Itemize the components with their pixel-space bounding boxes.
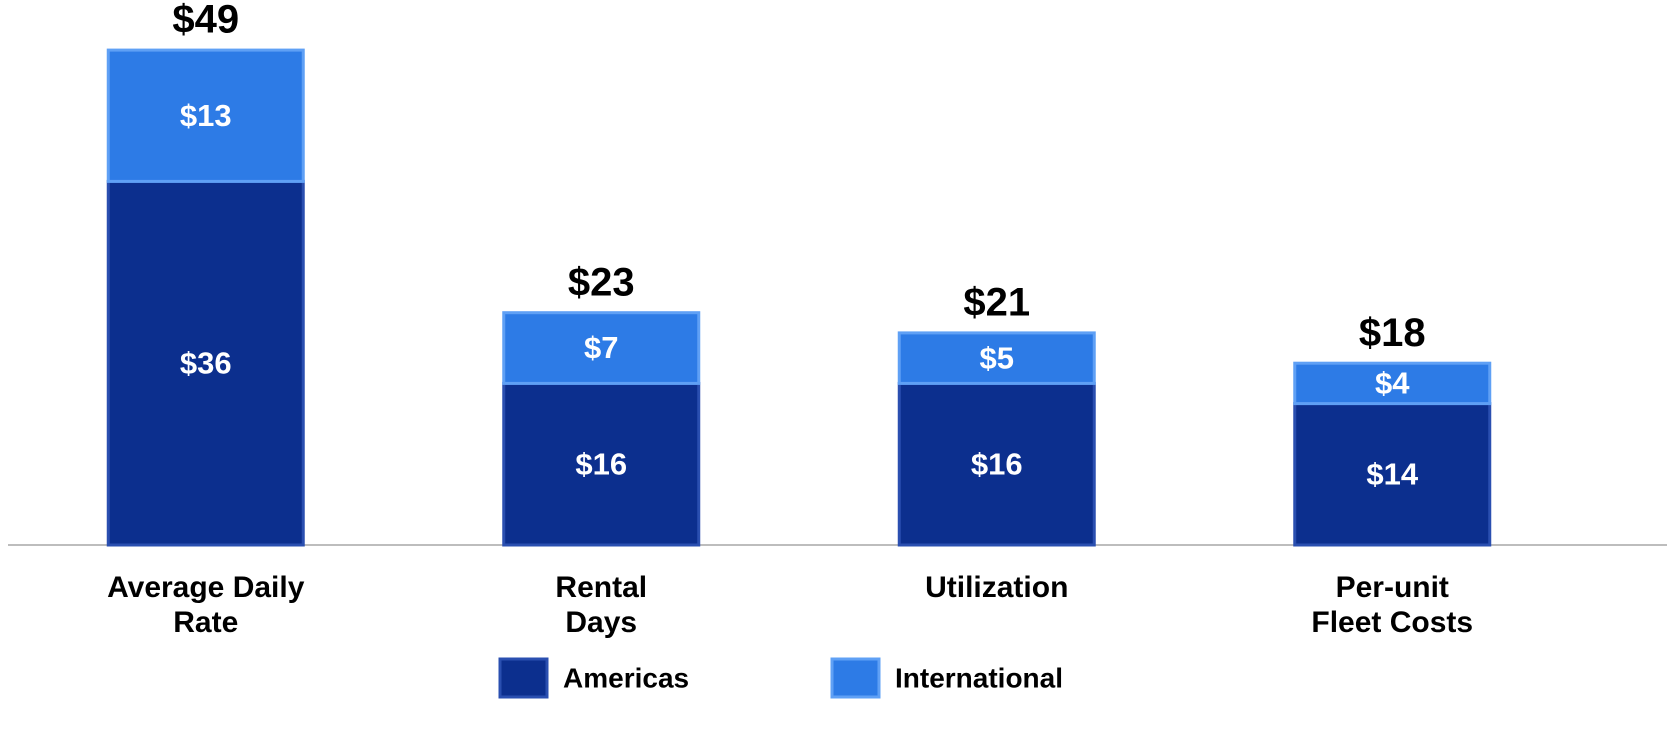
value-label: $14 (1366, 456, 1418, 491)
bar-segment (1293, 402, 1492, 547)
x-tick-label: Average Daily Rate (107, 571, 305, 639)
value-label: $16 (971, 446, 1023, 481)
legend-swatch (498, 657, 549, 699)
legend-label: Americas (563, 662, 689, 693)
total-label: $21 (963, 280, 1030, 324)
legend-label: International (895, 662, 1063, 693)
value-label: $36 (180, 345, 232, 380)
x-tick-label: Per-unit Fleet Costs (1311, 571, 1474, 639)
x-tick-label: Utilization (925, 571, 1069, 604)
value-label: $7 (584, 330, 618, 365)
value-label: $4 (1375, 366, 1410, 401)
total-label: $49 (172, 0, 239, 42)
value-label: $5 (980, 340, 1014, 375)
bar-segment (897, 381, 1096, 547)
bar-segment (897, 331, 1096, 385)
value-label: $13 (180, 98, 232, 133)
bar-segment (106, 48, 305, 183)
total-label: $18 (1359, 311, 1426, 355)
bar-segment (502, 381, 701, 547)
total-label: $23 (568, 260, 635, 304)
legend-swatch (830, 657, 881, 699)
value-label: $16 (575, 446, 627, 481)
bar-segment (502, 311, 701, 385)
bar-segment (1293, 361, 1492, 406)
x-tick-label: Rental Days (555, 571, 648, 639)
bar-segment (106, 179, 305, 547)
